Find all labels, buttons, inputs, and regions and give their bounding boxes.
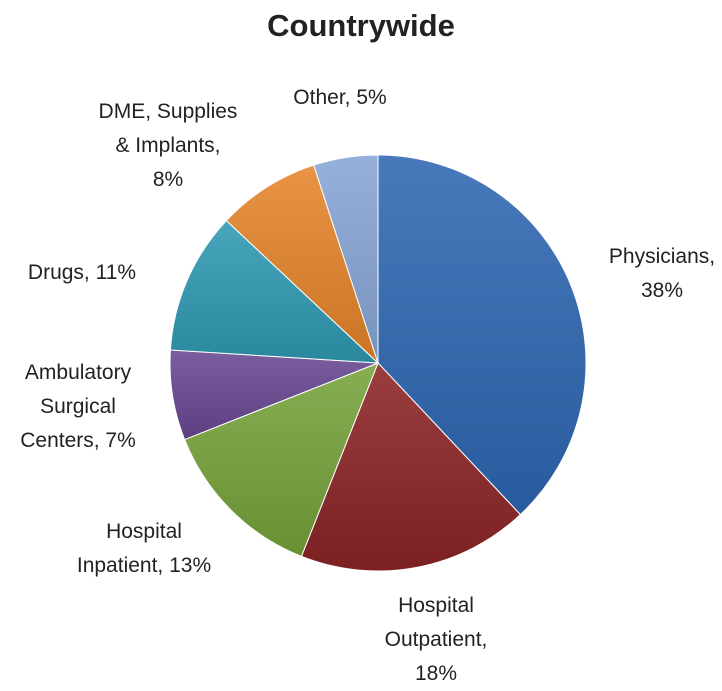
slice-label-line: & Implants, [115, 134, 220, 157]
slice-label-hospital-outpatient: Hospital Outpatient, 18% [385, 594, 488, 685]
slice-label-physicians: Physicians, 38% [609, 245, 715, 302]
slice-label-line: Outpatient, [385, 628, 488, 651]
slice-label-line: Inpatient, 13% [77, 554, 211, 577]
slice-label-line: Centers, 7% [20, 429, 136, 452]
pie-slice-other [313, 154, 379, 364]
chart-title: Countrywide [267, 8, 455, 43]
slice-label-line: Drugs, 11% [28, 261, 136, 284]
slice-label-line: Physicians, [609, 245, 715, 268]
slice-label-line: 8% [153, 168, 183, 191]
slice-label-line: 18% [415, 662, 457, 685]
slice-label-line: Hospital [398, 594, 474, 617]
pie-slice-hospital-outpatient [300, 362, 522, 572]
slice-label-line: Ambulatory [25, 361, 132, 384]
slice-label-drugs: Drugs, 11% [28, 261, 136, 284]
slice-label-hospital-inpatient: Hospital Inpatient, 13% [77, 520, 211, 577]
pie-slice-dme-supplies-implants [225, 164, 379, 364]
slice-label-other: Other, 5% [293, 86, 386, 109]
pie-slice-hospital-inpatient [183, 362, 379, 558]
slices-group [169, 154, 587, 572]
pie-slice-drugs [169, 219, 380, 364]
slice-label-line: 38% [641, 279, 683, 302]
slice-label-dme-supplies-implants: DME, Supplies & Implants, 8% [99, 100, 238, 191]
labels-group: Physicians, 38%Hospital Outpatient, 18%Hosp… [20, 86, 715, 685]
slice-label-line: DME, Supplies [99, 100, 238, 123]
slice-label-line: Hospital [106, 520, 182, 543]
slice-label-ambulatory-surgical-centers: Ambulatory Surgical Centers, 7% [20, 361, 136, 452]
slice-label-line: Surgical [40, 395, 116, 418]
pie-slice-physicians [377, 154, 587, 516]
slice-label-line: Other, 5% [293, 86, 386, 109]
